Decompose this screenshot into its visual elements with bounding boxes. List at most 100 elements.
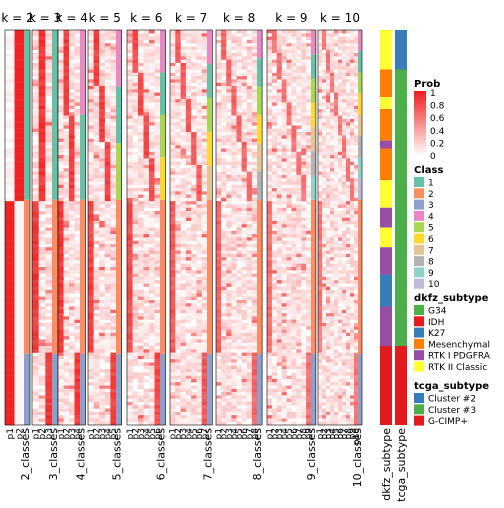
heat-cell xyxy=(291,72,297,77)
heat-cell xyxy=(241,89,247,93)
heat-cell xyxy=(221,415,227,419)
heat-cell xyxy=(170,401,176,406)
heat-cell xyxy=(110,375,117,380)
heat-cell xyxy=(58,72,64,77)
heat-cell xyxy=(32,174,39,179)
heat-cell xyxy=(267,158,273,162)
heat-cell xyxy=(196,293,202,297)
heat-cell xyxy=(306,49,312,54)
heat-cell xyxy=(221,346,227,350)
heat-cell xyxy=(138,109,144,113)
heat-cell xyxy=(180,168,187,172)
heat-cell xyxy=(32,270,39,274)
heat-cell xyxy=(45,309,53,314)
heat-cell xyxy=(216,283,222,287)
heat-cell xyxy=(236,243,242,248)
heat-cell xyxy=(267,125,273,129)
heat-cell xyxy=(296,230,302,235)
heat-cell xyxy=(5,247,15,251)
heat-cell xyxy=(88,148,94,152)
heat-cell xyxy=(38,141,46,146)
heat-cell xyxy=(286,421,292,426)
heat-cell xyxy=(5,382,15,386)
heat-cell xyxy=(154,270,161,274)
heat-cell xyxy=(138,319,144,324)
heat-cell xyxy=(180,355,187,360)
heat-cell xyxy=(185,56,192,60)
heat-cell xyxy=(196,141,202,146)
heat-cell xyxy=(88,188,94,192)
heat-cell xyxy=(185,250,192,255)
heat-cell xyxy=(267,250,273,255)
heat-cell xyxy=(231,243,237,248)
heat-cell xyxy=(63,92,70,97)
heat-cell xyxy=(88,33,94,37)
heat-cell xyxy=(138,270,144,274)
heat-cell xyxy=(45,194,53,199)
heat-cell xyxy=(74,296,81,301)
heat-cell xyxy=(138,197,144,202)
heat-cell xyxy=(251,316,258,320)
heat-cell xyxy=(132,214,139,218)
heat-cell xyxy=(5,336,15,340)
heat-cell xyxy=(45,138,53,143)
heat-cell xyxy=(201,66,208,70)
heat-cell xyxy=(291,62,297,67)
heat-cell xyxy=(180,378,187,383)
heat-cell xyxy=(74,392,81,396)
heat-cell xyxy=(221,33,227,37)
heat-cell xyxy=(236,382,242,386)
heat-cell xyxy=(138,405,144,409)
heat-cell xyxy=(196,89,202,93)
heat-cell xyxy=(127,138,133,143)
heat-cell xyxy=(132,332,139,337)
heat-cell xyxy=(5,217,15,222)
heat-cell xyxy=(201,92,208,97)
heat-cell xyxy=(88,76,94,80)
heat-cell xyxy=(271,299,277,304)
heat-cell xyxy=(170,33,176,37)
heat-cell xyxy=(154,286,161,291)
heat-cell xyxy=(110,405,117,409)
heat-cell xyxy=(180,141,187,146)
heat-cell xyxy=(132,122,139,126)
heat-cell xyxy=(74,280,81,284)
heat-cell xyxy=(236,293,242,297)
heat-cell xyxy=(185,46,192,50)
heat-cell xyxy=(175,184,181,189)
heat-cell xyxy=(241,109,247,113)
heat-cell xyxy=(88,250,94,255)
heat-cell xyxy=(14,171,25,176)
heat-cell xyxy=(69,217,75,222)
heat-cell xyxy=(201,306,208,310)
heat-cell xyxy=(127,49,133,54)
heat-cell xyxy=(5,405,15,409)
heat-cell xyxy=(301,260,307,264)
heat-cell xyxy=(196,247,202,251)
heat-cell xyxy=(241,49,247,54)
heat-cell xyxy=(154,316,161,320)
heat-cell xyxy=(99,276,105,281)
heat-cell xyxy=(231,79,237,83)
heat-cell xyxy=(14,260,25,264)
heat-cell xyxy=(88,30,94,34)
heat-cell xyxy=(301,158,307,162)
heat-cell xyxy=(69,237,75,241)
heat-cell xyxy=(93,118,100,123)
heat-cell xyxy=(236,85,242,90)
heat-cell xyxy=(318,316,323,320)
heat-cell xyxy=(58,237,64,241)
heat-cell xyxy=(38,260,46,264)
heat-cell xyxy=(143,145,150,149)
heat-cell xyxy=(99,122,105,126)
heat-cell xyxy=(38,401,46,406)
heat-cell xyxy=(138,359,144,363)
heat-cell xyxy=(196,369,202,373)
column-label: p1 xyxy=(169,428,179,439)
heat-cell xyxy=(241,346,247,350)
heat-cell xyxy=(170,76,176,80)
heat-cell xyxy=(318,171,323,176)
heat-cell xyxy=(241,132,247,136)
heat-cell xyxy=(216,102,222,106)
heat-cell xyxy=(306,161,312,166)
